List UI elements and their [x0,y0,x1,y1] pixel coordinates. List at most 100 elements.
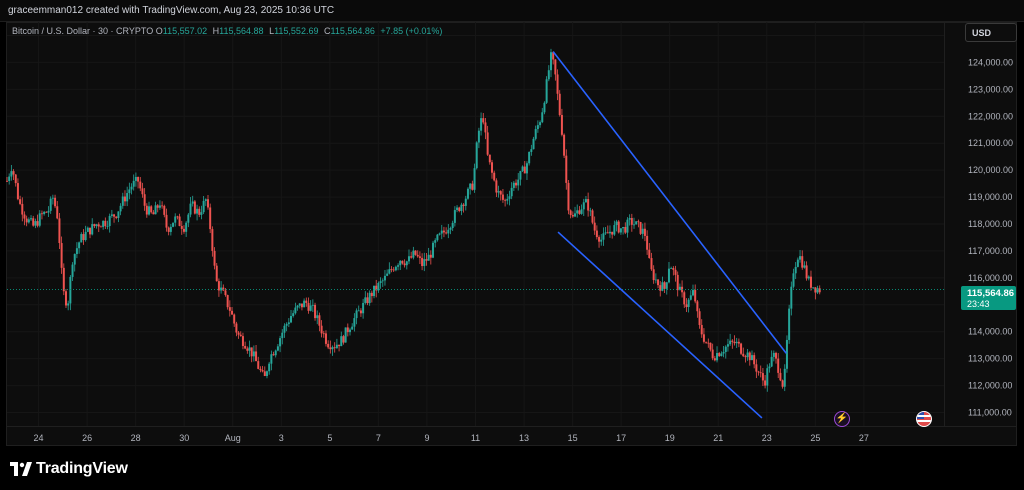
candle-body [779,372,782,381]
candle-body [630,218,633,225]
candle-body [456,207,459,211]
candle-body [169,226,172,232]
candle-body [587,199,590,211]
candle-body [283,325,286,333]
candle-body [16,183,19,200]
candle-body [344,327,347,343]
candle-body [91,224,94,235]
time-tick-label: 3 [279,433,284,443]
candle-body [552,52,555,60]
candle-body [486,132,489,155]
candle-body [379,281,382,284]
candle-body [809,276,812,288]
candle-body [626,219,629,233]
ohlc-legend[interactable]: Bitcoin / U.S. Dollar · 30 · CRYPTO O115… [12,26,445,36]
candle-body [515,182,518,186]
candle-body [801,256,804,268]
close-value: 115,564.86 [330,26,375,36]
lightning-icon[interactable]: ⚡ [834,411,850,427]
currency-button[interactable]: USD [965,23,1017,42]
candle-body [239,334,242,337]
candle-body [130,186,133,190]
candle-body [95,224,98,227]
candle-body [720,353,723,357]
candle-body [331,347,334,350]
candle-body [370,292,373,297]
candle-body [698,311,701,325]
candle-body [449,228,452,230]
candle-body [342,336,345,343]
candle-body [198,208,201,215]
candle-body [235,323,238,333]
candle-body [64,291,67,306]
candle-body [512,182,515,188]
candle-body [381,280,384,282]
candle-body [777,358,780,373]
candle-body [589,210,592,212]
candle-body [84,231,87,241]
candle-body [460,204,463,212]
tradingview-logo[interactable]: TradingView [10,460,128,478]
candle-body [794,266,797,274]
candle-body [388,269,391,274]
candle-body [252,351,255,357]
candle-body [206,199,209,208]
candle-body [689,295,692,300]
us-flag-icon[interactable] [916,411,932,427]
candle-body [650,258,653,270]
candle-body [180,225,183,229]
candle-body [54,197,57,207]
candle-body [466,188,469,199]
candle-body [788,308,791,340]
close-label: C [323,26,331,36]
candle-body [137,176,140,182]
candle-body [141,188,144,195]
chart-pane[interactable] [6,22,1017,446]
candle-body [231,310,234,315]
candle-body [80,234,83,243]
price-tick-label: 121,000.00 [968,138,1013,148]
candle-body [737,341,740,344]
candle-body [349,329,352,333]
candle-body [772,352,775,357]
candle-body [731,340,734,342]
candle-body [357,310,360,312]
candle-body [359,310,362,314]
price-tick-label: 112,000.00 [968,381,1012,391]
candle-body [276,346,279,351]
candle-body [628,218,631,220]
candle-body [93,224,96,227]
candle-body [211,229,214,251]
candle-body [309,305,312,311]
time-tick-label: 9 [424,433,429,443]
candle-body [726,344,729,347]
candle-body [148,206,151,215]
candle-body [692,290,695,296]
symbol-title[interactable]: Bitcoin / U.S. Dollar · 30 · CRYPTO [12,26,154,36]
candle-body [73,254,76,265]
candle-body [416,254,419,257]
candle-body [676,274,679,291]
candle-body [761,373,764,381]
time-axis-divider [6,426,1017,427]
candle-body [62,267,65,292]
candle-body [82,234,85,241]
candle-body [36,221,39,226]
candle-body [657,279,660,286]
candle-body [792,273,795,287]
last-price-badge: 115,564.86 23:43 [961,286,1016,310]
time-tick-label: 26 [82,433,92,443]
candle-body [617,221,620,233]
candle-body [611,231,614,235]
candle-body [257,361,260,369]
candle-body [510,187,513,197]
candle-body [27,219,30,223]
candle-body [60,243,63,268]
candle-body [440,230,443,234]
candle-body [139,181,142,189]
candle-body [143,194,146,206]
candle-body [613,225,616,235]
candle-body [119,205,122,212]
candle-body [263,371,266,377]
